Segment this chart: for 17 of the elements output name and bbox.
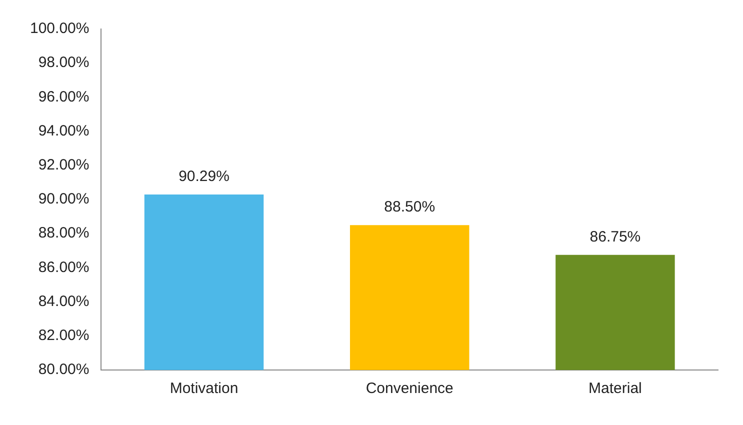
x-tick-label: Convenience (366, 380, 454, 398)
y-tick-label: 82.00% (38, 327, 90, 344)
data-label: 88.50% (384, 198, 436, 216)
x-tick-label: Material (588, 380, 642, 398)
data-label: 86.75% (590, 228, 641, 246)
y-tick-label: 98.00% (38, 54, 90, 72)
y-tick-label: 100.00% (30, 20, 90, 38)
y-tick-label: 94.00% (38, 122, 90, 140)
y-tick-label: 80.00% (38, 361, 90, 378)
x-tick-label: Motivation (170, 380, 238, 398)
y-tick-label: 90.00% (38, 190, 90, 208)
y-tick-label: 88.00% (38, 224, 90, 242)
data-label: 90.29% (178, 168, 230, 186)
y-tick-label: 84.00% (38, 292, 90, 310)
y-tick-label: 86.00% (38, 258, 90, 276)
y-tick-label: 92.00% (38, 156, 90, 174)
y-tick-label: 96.00% (38, 88, 90, 106)
